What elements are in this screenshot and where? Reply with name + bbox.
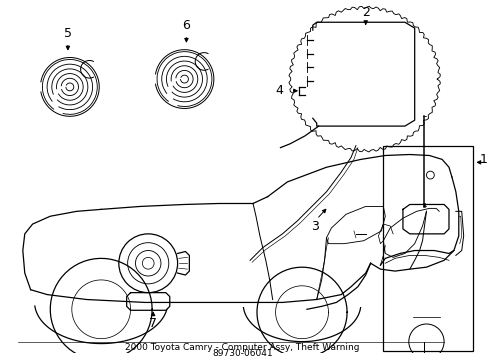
Bar — [383, 146, 472, 351]
Text: 7: 7 — [149, 318, 157, 330]
Text: 89730-06041: 89730-06041 — [211, 350, 272, 359]
Text: 1: 1 — [478, 153, 486, 166]
Text: 5: 5 — [64, 27, 72, 40]
Text: 3: 3 — [310, 220, 318, 233]
Text: 2: 2 — [361, 6, 369, 19]
Text: 4: 4 — [275, 84, 283, 97]
Text: 6: 6 — [182, 19, 190, 32]
Text: 2000 Toyota Camry - Computer Assy, Theft Warning: 2000 Toyota Camry - Computer Assy, Theft… — [125, 343, 359, 352]
